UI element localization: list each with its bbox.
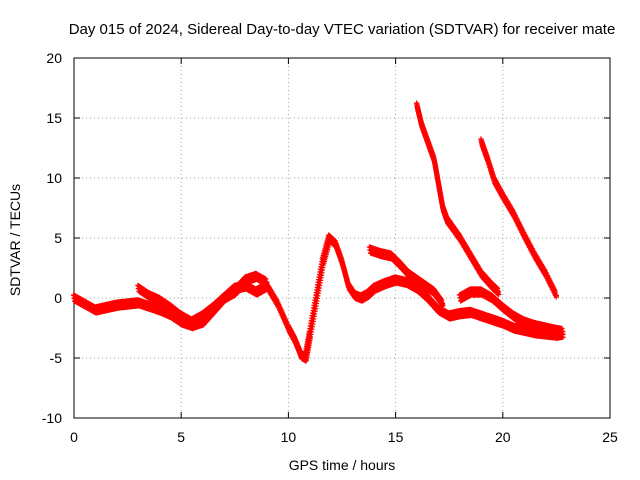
x-tick-label: 25 [602,429,618,445]
y-axis-label: SDTVAR / TECUs [7,184,23,296]
x-tick-label: 10 [281,429,297,445]
y-tick-label: 15 [46,110,62,126]
x-tick-label: 15 [388,429,404,445]
x-axis-label: GPS time / hours [289,457,396,473]
y-tick-label: -10 [42,410,62,426]
x-tick-label: 0 [70,429,78,445]
y-tick-label: 20 [46,50,62,66]
y-tick-label: 10 [46,170,62,186]
x-tick-label: 5 [177,429,185,445]
ticks: 0 5 10 15 20 25 -10 -5 0 5 10 15 20 [42,50,618,445]
grid [74,58,610,418]
y-tick-label: 5 [54,230,62,246]
x-tick-label: 20 [495,429,511,445]
y-tick-label: 0 [54,290,62,306]
chart-title: Day 015 of 2024, Sidereal Day-to-day VTE… [69,21,616,38]
data-points [70,100,566,364]
y-tick-label: -5 [50,350,63,366]
